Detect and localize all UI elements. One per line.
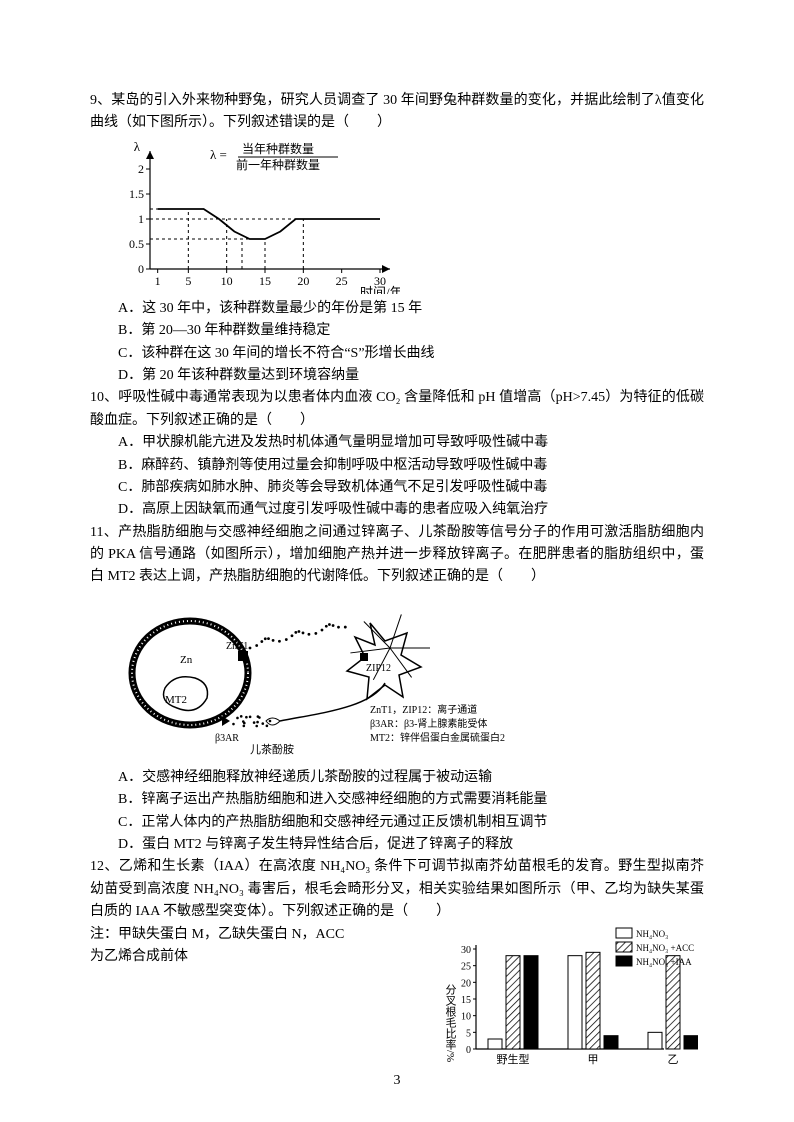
svg-text:1: 1 <box>138 212 144 226</box>
svg-text:ZnT1: ZnT1 <box>226 641 248 652</box>
svg-text:NH₄NO₃ +IAA: NH₄NO₃ +IAA <box>636 957 692 967</box>
svg-text:1.5: 1.5 <box>129 187 144 201</box>
q12-stem: 12、乙烯和生长素（IAA）在高浓度 NH₄NO₃ 条件下可调节拟南芥幼苗根毛的… <box>90 856 704 923</box>
svg-text:ZIP12: ZIP12 <box>366 663 391 674</box>
svg-text:MT2：锌伴侣蛋白金属硫蛋白2: MT2：锌伴侣蛋白金属硫蛋白2 <box>370 731 505 744</box>
q11-cell-diagram: MT2 Zn ZnT1 ZIP12 β3AR 儿茶酚胺 ZnT1，ZIP12：离子通道β3A… <box>110 593 550 763</box>
q9-lambda-chart: λ时间/年00.511.52151015202530λ =当年种群数量前一年种群… <box>110 139 400 294</box>
svg-text:20: 20 <box>297 274 309 288</box>
svg-text:儿茶酚胺: 儿茶酚胺 <box>250 742 294 756</box>
svg-text:0: 0 <box>138 262 144 276</box>
q11-opt-d: D．蛋白 MT2 与锌离子发生特异性结合后，促进了锌离子的释放 <box>118 834 704 856</box>
q10-opt-a: A．甲状腺机能亢进及发热时机体通气量明显增加可导致呼吸性碱中毒 <box>118 432 704 454</box>
svg-text:当年种群数量: 当年种群数量 <box>242 141 314 156</box>
q10-opt-c: C．肺部疾病如肺水肿、肺炎等会导致机体通气不足引发呼吸性碱中毒 <box>118 477 704 499</box>
svg-text:15: 15 <box>461 995 471 1006</box>
svg-text:NH₄NO₃ +ACC: NH₄NO₃ +ACC <box>636 943 694 953</box>
svg-text:分叉根毛比率/%: 分叉根毛比率/% <box>444 983 457 1062</box>
page-number: 3 <box>0 1070 794 1092</box>
q9-opt-c: C．该种群在这 30 年间的增长不符合“S”形增长曲线 <box>118 343 704 365</box>
svg-text:NH₄NO₃: NH₄NO₃ <box>636 929 668 939</box>
svg-text:25: 25 <box>336 274 348 288</box>
svg-text:Zn: Zn <box>180 654 193 666</box>
q10-stem: 10、呼吸性碱中毒通常表现为以患者体内血液 CO₂ 含量降低和 pH 值增高（p… <box>90 387 704 432</box>
svg-text:15: 15 <box>259 274 271 288</box>
svg-text:1: 1 <box>155 274 161 288</box>
svg-text:λ =: λ = <box>210 147 227 162</box>
svg-text:10: 10 <box>221 274 233 288</box>
q9-opt-d: D．第 20 年该种群数量达到环境容纳量 <box>118 365 704 387</box>
svg-text:20: 20 <box>461 978 471 989</box>
q9-stem: 9、某岛的引入外来物种野兔，研究人员调查了 30 年间野兔种群数量的变化，并据此… <box>90 90 704 135</box>
q9-opt-a: A．这 30 年中，该种群数量最少的年份是第 15 年 <box>118 298 704 320</box>
svg-text:5: 5 <box>185 274 191 288</box>
svg-text:甲: 甲 <box>587 1054 598 1066</box>
q10-opt-b: B．麻醉药、镇静剂等使用过量会抑制呼吸中枢活动导致呼吸性碱中毒 <box>118 455 704 477</box>
svg-text:β3AR: β3AR <box>215 733 239 744</box>
q11-opt-a: A．交感神经细胞释放神经递质儿茶酚胺的过程属于被动运输 <box>118 767 704 789</box>
svg-text:2: 2 <box>138 162 144 176</box>
q11-opt-b: B．锌离子运出产热脂肪细胞和进入交感神经细胞的方式需要消耗能量 <box>118 789 704 811</box>
svg-text:25: 25 <box>461 961 471 972</box>
svg-text:β3AR：β3-肾上腺素能受体: β3AR：β3-肾上腺素能受体 <box>370 717 487 730</box>
svg-text:10: 10 <box>461 1011 471 1022</box>
svg-text:MT2: MT2 <box>165 694 187 706</box>
q9-opt-b: B．第 20—30 年种群数量维持稳定 <box>118 320 704 342</box>
q11-opt-c: C．正常人体内的产热脂肪细胞和交感神经元通过正反馈机制相互调节 <box>118 812 704 834</box>
svg-text:0: 0 <box>466 1045 471 1056</box>
q11-stem: 11、产热脂肪细胞与交感神经细胞之间通过锌离子、儿茶酚胺等信号分子的作用可激活脂… <box>90 522 704 589</box>
svg-text:5: 5 <box>466 1028 471 1039</box>
svg-text:前一年种群数量: 前一年种群数量 <box>236 157 320 172</box>
q12-note-line2: 为乙烯合成前体 <box>90 949 188 964</box>
svg-text:乙: 乙 <box>667 1053 678 1066</box>
svg-text:λ: λ <box>134 139 141 154</box>
svg-text:0.5: 0.5 <box>129 237 144 251</box>
q10-opt-d: D．高原上因缺氧而通气过度引发呼吸性碱中毒的患者应吸入纯氧治疗 <box>118 499 704 521</box>
svg-text:30: 30 <box>461 945 471 956</box>
svg-text:30: 30 <box>374 274 386 288</box>
svg-text:ZnT1，ZIP12：离子通道: ZnT1，ZIP12：离子通道 <box>370 703 477 716</box>
q12-bar-chart: 0 5 10 15 20 25 30 分叉根毛比率/% 野生型 甲 乙 NH₄NO₃ NH₄NO₃ +A… <box>438 924 698 1079</box>
svg-text:野生型: 野生型 <box>496 1052 529 1066</box>
q12-note-line1: 注：甲缺失蛋白 M，乙缺失蛋白 N，ACC <box>90 927 344 942</box>
